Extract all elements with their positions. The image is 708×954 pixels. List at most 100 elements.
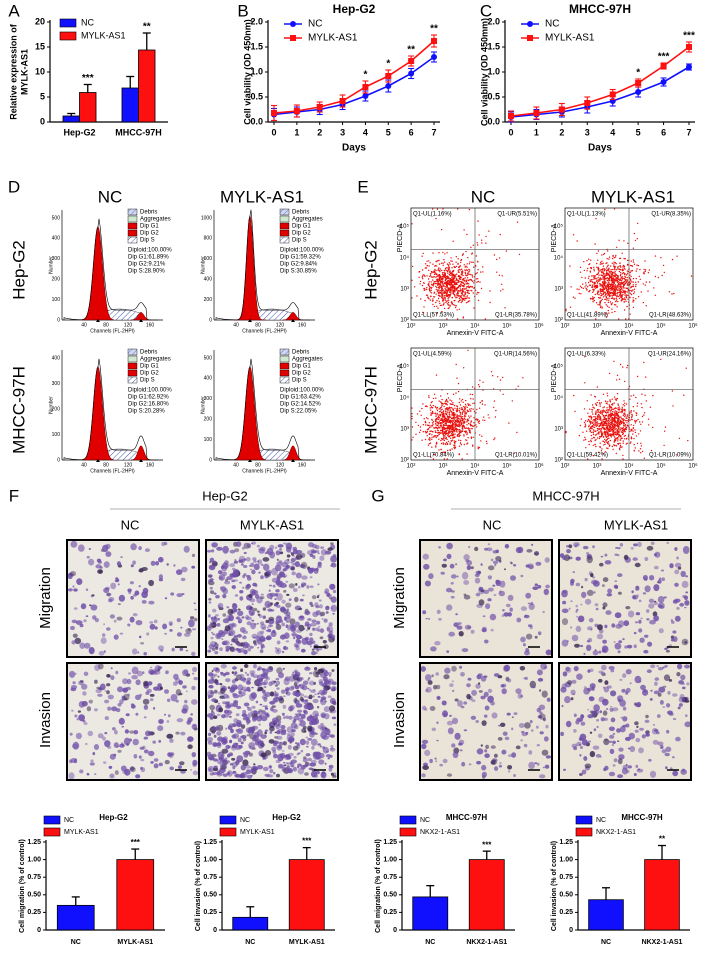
cell [208, 579, 213, 583]
event-dot [596, 286, 599, 288]
cell [329, 583, 336, 590]
event-dot [610, 274, 612, 276]
event-dot [471, 276, 474, 278]
cell [290, 566, 295, 571]
event-dot [463, 427, 466, 429]
cell [85, 588, 89, 591]
cell [185, 649, 189, 652]
event-dot [596, 278, 598, 280]
event-dot [630, 424, 632, 426]
x-tick-label: Hep-G2 [63, 127, 95, 137]
event-dot [477, 384, 480, 386]
event-dot [618, 287, 620, 290]
event-dot [437, 297, 440, 300]
cell [77, 544, 85, 552]
event-dot [411, 439, 413, 441]
cell [309, 585, 314, 588]
y-axis-label: Cell invasion (% of control) [195, 841, 202, 931]
event-dot [603, 423, 606, 425]
event-dot [429, 424, 431, 427]
event-dot [461, 427, 464, 430]
quadrant-label: Q1-UL(4.59%) [413, 352, 452, 358]
event-dot [456, 416, 458, 418]
y-tick-label: 1.5 [250, 41, 263, 51]
event-dot [490, 371, 493, 373]
x-tick-label: NC [601, 939, 611, 946]
cell [311, 648, 315, 651]
event-dot [434, 265, 436, 267]
event-dot [640, 445, 642, 447]
event-dot [438, 252, 440, 254]
event-dot [636, 375, 639, 378]
event-dot [608, 297, 610, 299]
event-dot [430, 281, 432, 283]
event-dot [447, 449, 449, 452]
legend-swatch [279, 376, 290, 384]
event-dot [616, 423, 619, 425]
event-dot [599, 442, 601, 444]
event-dot [428, 443, 430, 445]
event-dot [612, 408, 614, 410]
cell [169, 629, 173, 632]
event-dot [438, 275, 441, 277]
cell [90, 759, 94, 763]
cell [72, 741, 80, 750]
legend-swatch [219, 827, 237, 837]
event-dot [599, 292, 602, 294]
cell [110, 582, 117, 590]
cell [285, 580, 289, 583]
x-tick-label: 0 [508, 127, 513, 137]
event-dot [487, 414, 489, 416]
cell [232, 569, 240, 575]
event-dot [621, 283, 623, 285]
event-dot [661, 274, 663, 277]
event-dot [622, 287, 624, 289]
event-dot [625, 287, 628, 289]
cell [97, 733, 104, 739]
event-dot [449, 410, 451, 412]
y-tick-label: 800 [204, 236, 213, 242]
event-dot [629, 284, 631, 286]
event-dot [621, 406, 623, 408]
event-dot [445, 282, 448, 284]
event-dot [419, 280, 422, 283]
y-tick-label: 0 [57, 457, 60, 463]
event-dot [626, 414, 629, 416]
event-dot [615, 445, 618, 447]
y-tick-label: 0.0 [250, 116, 263, 126]
peak-marker [96, 319, 100, 322]
event-dot [455, 265, 458, 268]
event-dot [447, 432, 449, 434]
x-tick-label: 120 [276, 322, 285, 328]
x-tick-label: 160 [146, 322, 155, 328]
event-dot [437, 260, 439, 262]
legend-swatch [59, 18, 77, 28]
event-dot [518, 253, 521, 256]
cell [311, 595, 317, 600]
event-dot [637, 222, 639, 225]
event-dot [446, 393, 449, 395]
event-dot [463, 435, 465, 437]
legend-swatch [127, 222, 138, 230]
event-dot [632, 394, 635, 396]
cell [270, 609, 275, 612]
event-dot [617, 404, 619, 406]
point [609, 91, 616, 98]
event-dot [618, 430, 620, 432]
event-dot [481, 403, 484, 405]
x-tick-label: 120 [124, 462, 133, 468]
event-dot [466, 286, 468, 288]
cell [315, 567, 319, 572]
cell [234, 635, 238, 638]
point [660, 63, 667, 69]
event-dot [479, 281, 481, 283]
cell [141, 600, 147, 604]
event-dot [614, 411, 616, 413]
cell [286, 608, 290, 611]
event-dot [616, 417, 619, 420]
event-dot [429, 407, 431, 409]
y-axis-label: PIECD-A [551, 223, 558, 252]
event-dot [593, 288, 595, 291]
event-dot [629, 271, 631, 274]
event-dot [610, 283, 613, 285]
